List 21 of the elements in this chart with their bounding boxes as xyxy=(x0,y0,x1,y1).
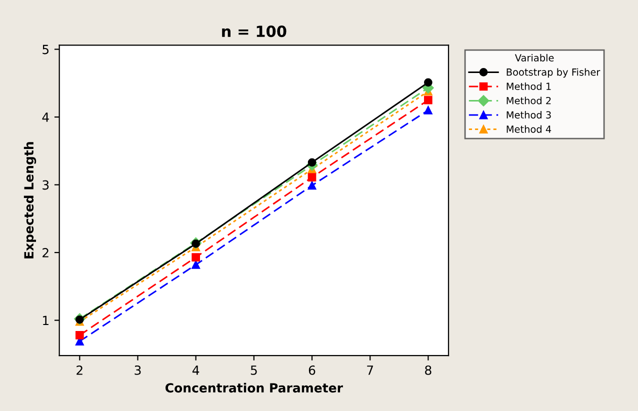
legend-label: Bootstrap by Fisher xyxy=(506,68,600,78)
x-tick-label: 4 xyxy=(192,366,200,375)
legend-label: Method 4 xyxy=(506,125,552,133)
x-tick-label: 3 xyxy=(134,365,141,375)
y-tick-label: 5 xyxy=(42,44,49,54)
legend-label: Method 3 xyxy=(506,111,551,119)
x-tick-label: 5 xyxy=(250,366,257,375)
x-axis-title: Concentration Parameter xyxy=(165,382,343,393)
x-tick-label: 8 xyxy=(425,365,432,375)
legend-title: Variable xyxy=(514,54,554,62)
legend-label: Method 1 xyxy=(506,82,551,90)
x-tick-label: 2 xyxy=(76,365,82,375)
x-tick-label: 6 xyxy=(308,365,316,375)
y-tick-label: 1 xyxy=(43,316,48,326)
legend-label: Method 2 xyxy=(506,96,551,104)
y-tick-label: 2 xyxy=(42,248,48,258)
chart-title: n = 100 xyxy=(222,26,286,38)
x-tick-label: 7 xyxy=(367,366,374,375)
y-tick-label: 3 xyxy=(42,180,49,190)
y-tick-label: 4 xyxy=(42,112,49,122)
y-axis-title: Expected Length xyxy=(24,142,36,258)
